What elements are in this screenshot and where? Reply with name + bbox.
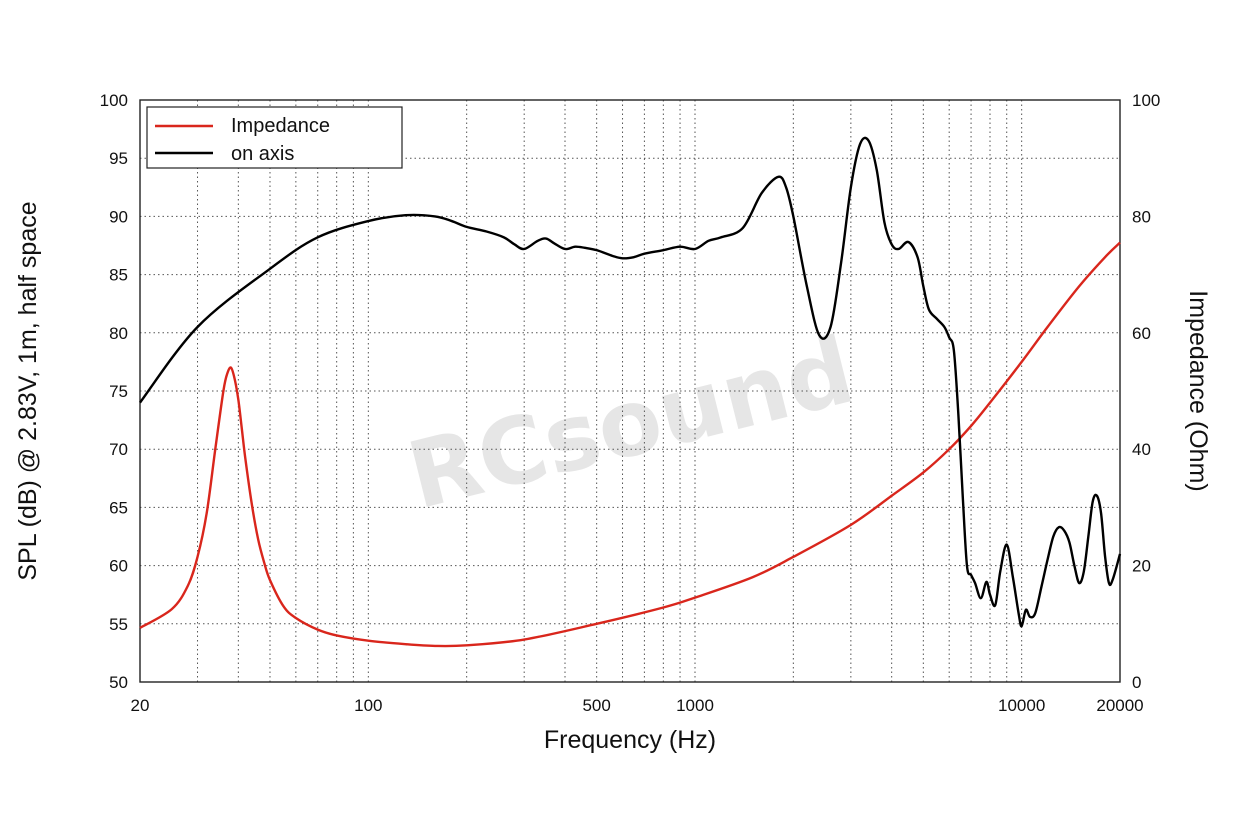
legend-box	[146, 106, 403, 169]
y2-tick-label: 100	[1132, 91, 1160, 110]
series-curves	[139, 136, 1122, 648]
y-tick-label: 60	[109, 557, 128, 576]
legend: Impedance on axis	[146, 106, 403, 169]
plot-frame	[139, 99, 1121, 683]
y-tick-label: 90	[109, 207, 128, 226]
y-tick-label: 75	[109, 382, 128, 401]
legend-label-on-axis: on axis	[231, 143, 294, 165]
y-tick-label: 95	[109, 149, 128, 168]
x-axis-title: Frequency (Hz)	[544, 726, 716, 754]
y-tick-label: 100	[100, 91, 128, 110]
x-tick-label: 20	[131, 696, 150, 715]
y2-tick-label: 0	[1132, 673, 1141, 692]
y-axis-title: SPL (dB) @ 2.83V, 1m, half space	[14, 201, 42, 580]
y2-tick-label: 80	[1132, 207, 1151, 226]
x-tick-label: 10000	[998, 696, 1045, 715]
y-tick-label: 65	[109, 498, 128, 517]
y2-tick-label: 20	[1132, 557, 1151, 576]
y-tick-label: 85	[109, 266, 128, 285]
y2-tick-label: 60	[1132, 324, 1151, 343]
y2-axis-title: Impedance (Ohm)	[1184, 290, 1212, 491]
series-line-on-axis	[139, 136, 1122, 628]
y-tick-label: 70	[109, 440, 128, 459]
series-line-impedance	[139, 241, 1121, 648]
x-tick-label: 100	[354, 696, 382, 715]
axis-ticks: 20 100 500 1000 10000 20000505560657075808590…	[100, 91, 1161, 715]
y-tick-label: 55	[109, 615, 128, 634]
y2-tick-label: 40	[1132, 440, 1151, 459]
y-tick-label: 80	[109, 324, 128, 343]
y-tick-label: 50	[109, 673, 128, 692]
x-tick-label: 20000	[1096, 696, 1143, 715]
legend-label-impedance: Impedance	[231, 115, 330, 137]
x-tick-label: 1000	[676, 696, 714, 715]
x-tick-label: 500	[582, 696, 610, 715]
